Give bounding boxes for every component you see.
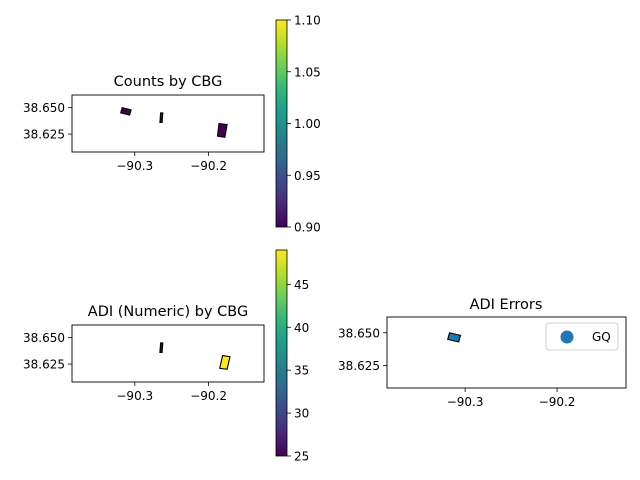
colorbar-tick-label: 1.10 (294, 14, 321, 28)
colorbar-ticks-adi-numeric: 25 30 35 40 45 (287, 278, 309, 464)
y-tick-label: 38.650 (23, 331, 65, 345)
x-tick-label: −90.2 (190, 159, 227, 173)
y-tick-label: 38.650 (338, 326, 380, 340)
cbg-shape-cbg-central (159, 112, 164, 123)
y-tick-label: 38.650 (23, 101, 65, 115)
legend-label-gq: GQ (592, 330, 611, 344)
y-tick-label: 38.625 (23, 128, 65, 142)
legend-adi-errors: GQ (545, 322, 619, 351)
y-ticks-adi-numeric: 38.650 38.625 (23, 331, 72, 372)
x-tick-label: −90.3 (447, 395, 484, 409)
colorbar-tick-label: 0.90 (294, 221, 321, 235)
colorbar-adi-numeric: 25 30 35 40 45 (275, 249, 309, 464)
colorbar-gradient (275, 249, 288, 457)
colorbar-tick-label: 25 (294, 450, 309, 464)
colorbar-tick-label: 30 (294, 407, 309, 421)
legend-marker-gq (560, 330, 574, 344)
colorbar-tick-label: 1.00 (294, 117, 321, 131)
panel-adi-numeric: ADI (Numeric) by CBG −90.3 −90.2 38.65038… (23, 249, 309, 464)
panel-title-adi-errors: ADI Errors (470, 297, 543, 313)
colorbar-gradient (275, 19, 288, 228)
panel-adi-errors: ADI Errors −90.3 −90.2 38.650 38.625 GQ (338, 297, 627, 409)
cbg-shape-cbg-west (120, 107, 132, 116)
panel-title-counts: Counts by CBG (114, 74, 223, 90)
legend-box (545, 322, 619, 351)
cbg-shape-cbg-east (219, 354, 231, 370)
y-ticks-adi-errors: 38.650 38.625 (338, 326, 387, 373)
colorbar-tick-label: 0.95 (294, 169, 321, 183)
colorbar-counts: 0.90 0.95 1.00 1.05 1.10 (275, 14, 321, 235)
panel-title-adi-numeric: ADI (Numeric) by CBG (88, 304, 248, 320)
colorbar-tick-label: 45 (294, 278, 309, 292)
cbg-shape-cbg-central (159, 342, 164, 353)
x-tick-label: −90.2 (190, 389, 227, 403)
colorbar-tick-label: 1.05 (294, 65, 321, 79)
y-ticks-counts: 38.650 38.625 (23, 101, 72, 142)
x-tick-label: −90.3 (116, 389, 153, 403)
x-tick-label: −90.2 (539, 395, 576, 409)
x-ticks-adi-errors: −90.3 −90.2 (447, 388, 576, 409)
colorbar-tick-label: 40 (294, 321, 309, 335)
map-shapes-adi-numeric (159, 342, 231, 370)
colorbar-tick-label: 35 (294, 364, 309, 378)
x-ticks-counts: −90.3 −90.2 (116, 152, 227, 173)
y-tick-label: 38.625 (338, 359, 380, 373)
cbg-shape-cbg-east (216, 122, 228, 138)
axes-frame-adi-errors (386, 316, 627, 389)
y-tick-label: 38.625 (23, 358, 65, 372)
x-ticks-adi-numeric: −90.3 −90.2 (116, 382, 227, 403)
x-tick-label: −90.3 (116, 159, 153, 173)
map-shapes-counts (120, 107, 228, 138)
panel-counts: Counts by CBG −90.3 −90.2 38.650 38.625 0.… (23, 14, 321, 235)
colorbar-ticks-counts: 0.90 0.95 1.00 1.05 1.10 (287, 14, 321, 235)
map-shapes-adi-errors (447, 332, 462, 343)
axes-frame-counts (71, 94, 265, 153)
axes-frame-adi-numeric (71, 324, 265, 383)
cbg-shape-cbg-west (447, 332, 462, 343)
